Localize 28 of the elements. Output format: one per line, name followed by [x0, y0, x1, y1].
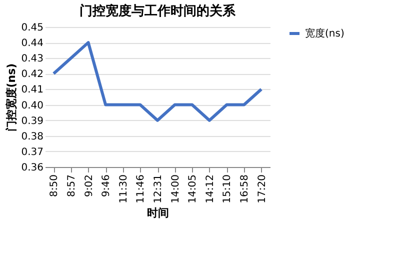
- x-tick-label: 14:00: [170, 174, 182, 204]
- x-tick-label: 15:10: [222, 174, 234, 204]
- x-tick-label: 14:12: [204, 174, 216, 204]
- x-tick-label: 12:31: [153, 174, 164, 204]
- y-tick-label: 0.41: [21, 84, 44, 96]
- x-tick-label: 17:20: [256, 174, 268, 204]
- legend-label: 宽度(ns): [305, 28, 344, 40]
- y-tick-label: 0.43: [21, 54, 44, 65]
- x-tick-label: 11:46: [136, 174, 147, 204]
- x-tick-label: 14:05: [188, 174, 199, 204]
- x-tick-label: 11:30: [118, 174, 130, 204]
- x-tick-label: 8:50: [49, 174, 60, 197]
- y-axis-title: 门控宽度(ns): [5, 63, 18, 132]
- x-axis-title: 时间: [147, 206, 169, 220]
- x-tick-label: 8:57: [66, 174, 78, 197]
- y-tick-label: 0.44: [21, 38, 44, 50]
- y-tick-label: 0.40: [21, 100, 44, 112]
- y-tick-label: 0.38: [21, 131, 44, 142]
- y-tick-label: 0.45: [21, 22, 44, 34]
- line-series: [52, 41, 263, 122]
- x-tick-label: 9:46: [101, 174, 112, 197]
- x-tick-label: 16:58: [240, 174, 251, 204]
- y-tick-label: 0.42: [21, 69, 44, 80]
- y-tick-label: 0.39: [21, 116, 44, 127]
- x-tick-label: 9:02: [84, 174, 95, 197]
- y-tick-label: 0.37: [21, 146, 44, 158]
- y-tick-label: 0.36: [21, 162, 44, 174]
- chart-title: 门控宽度与工作时间的关系: [80, 3, 236, 19]
